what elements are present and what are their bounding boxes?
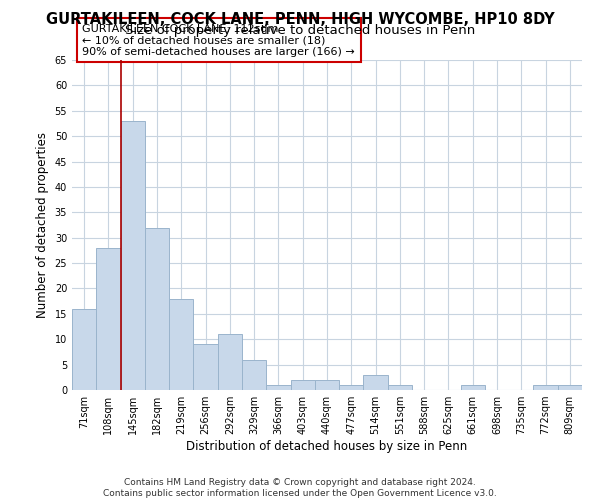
Bar	[72, 309, 96, 390]
Bar	[266, 385, 290, 390]
Text: Contains HM Land Registry data © Crown copyright and database right 2024.
Contai: Contains HM Land Registry data © Crown c…	[103, 478, 497, 498]
Bar	[145, 228, 169, 390]
Bar	[121, 121, 145, 390]
Bar	[558, 385, 582, 390]
Text: GURTAKILEEN, COCK LANE, PENN, HIGH WYCOMBE, HP10 8DY: GURTAKILEEN, COCK LANE, PENN, HIGH WYCOM…	[46, 12, 554, 28]
Bar	[339, 385, 364, 390]
Bar	[193, 344, 218, 390]
Bar	[218, 334, 242, 390]
Text: Size of property relative to detached houses in Penn: Size of property relative to detached ho…	[125, 24, 475, 37]
Bar	[169, 298, 193, 390]
Bar	[96, 248, 121, 390]
Bar	[242, 360, 266, 390]
Bar	[533, 385, 558, 390]
Bar	[388, 385, 412, 390]
Bar	[364, 375, 388, 390]
Bar	[290, 380, 315, 390]
Text: GURTAKILEEN COCK LANE: 112sqm
← 10% of detached houses are smaller (18)
90% of s: GURTAKILEEN COCK LANE: 112sqm ← 10% of d…	[82, 24, 355, 56]
Bar	[461, 385, 485, 390]
X-axis label: Distribution of detached houses by size in Penn: Distribution of detached houses by size …	[187, 440, 467, 453]
Bar	[315, 380, 339, 390]
Y-axis label: Number of detached properties: Number of detached properties	[36, 132, 49, 318]
